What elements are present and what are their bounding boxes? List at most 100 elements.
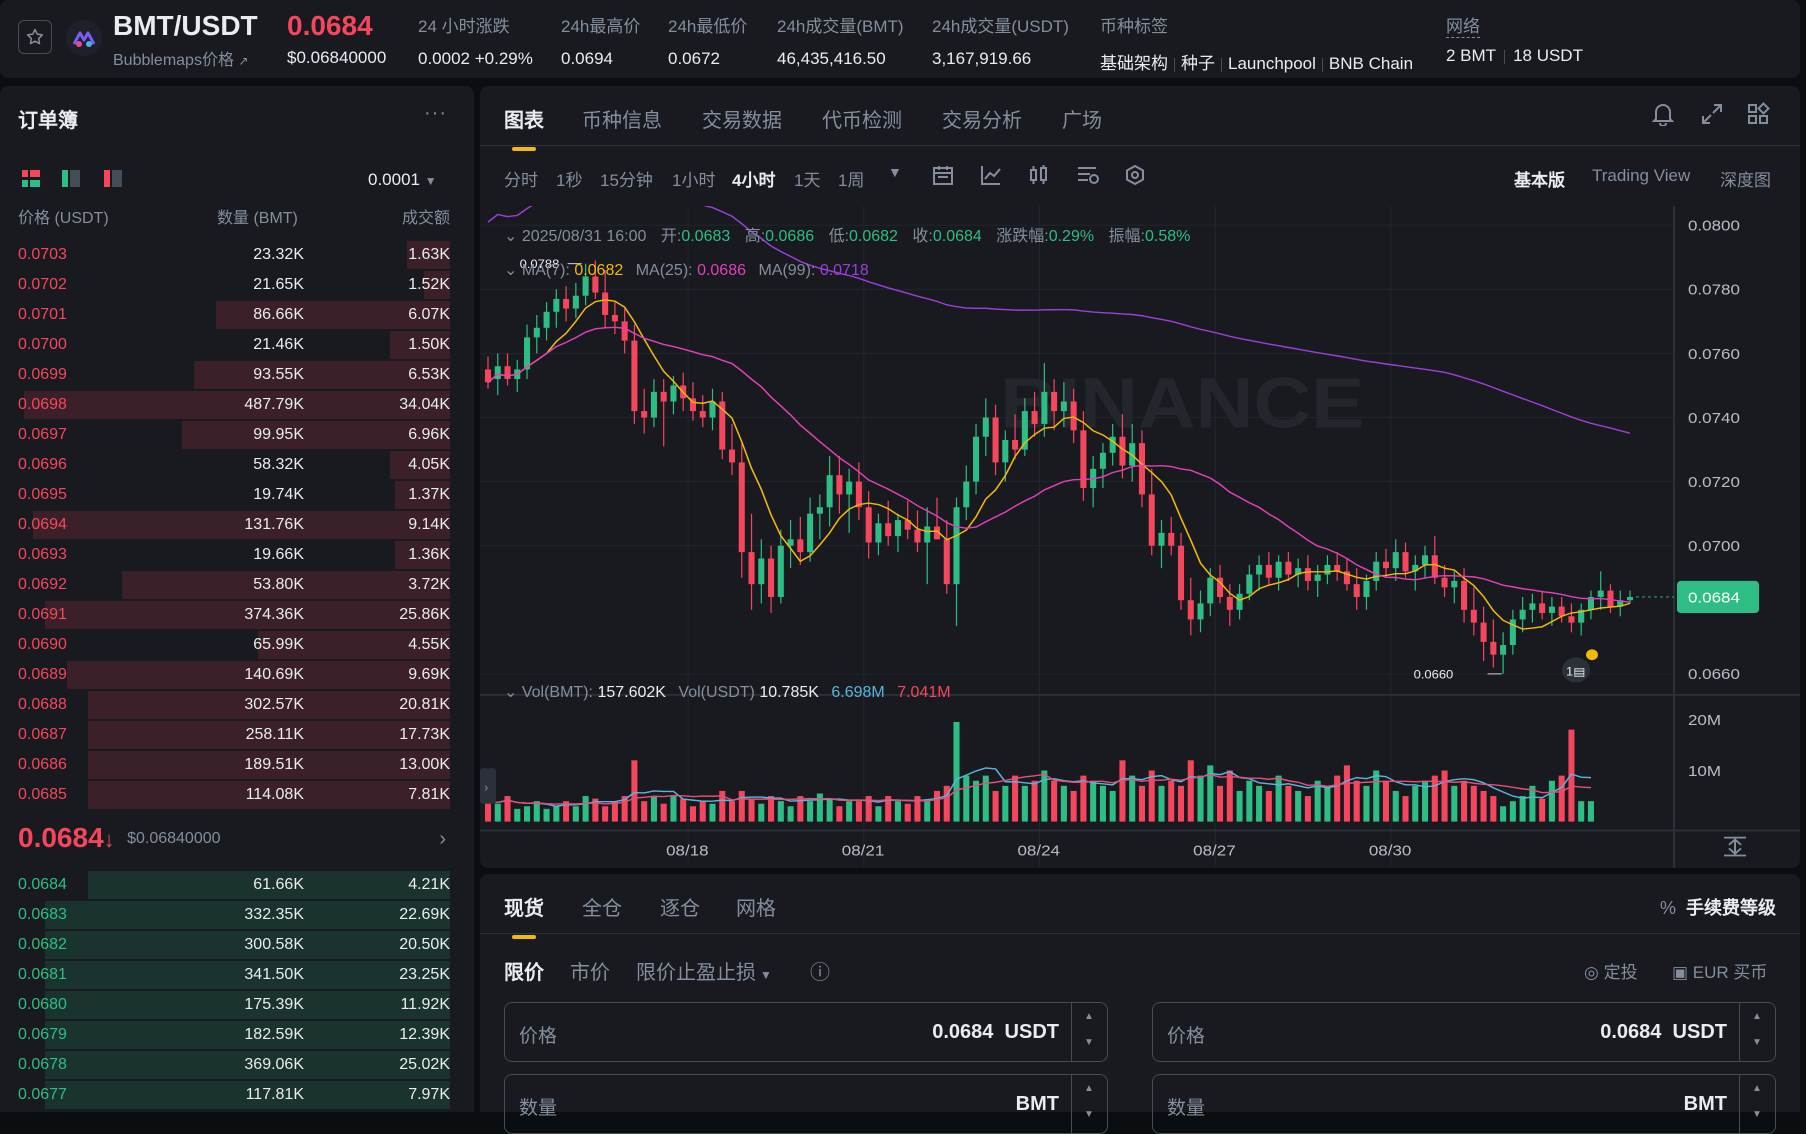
network[interactable]: 网络 2 BMT 18 USDT [1446,12,1583,66]
sell-quantity-input[interactable]: 数量 BMT ▲ ▼ [1152,1074,1776,1134]
view-1[interactable]: Trading View [1592,166,1691,185]
orderbook-row[interactable]: 0.0679 182.59K 12.39K [0,1020,474,1050]
buy-price-stepper[interactable]: ▲ ▼ [1071,1003,1107,1061]
orderbook-row[interactable]: 0.0702 21.65K 1.52K [0,270,474,300]
more-icon[interactable]: ··· [424,102,447,124]
sell-quantity-stepper[interactable]: ▲ ▼ [1739,1075,1775,1133]
orderbook-row[interactable]: 0.0681 341.50K 23.25K [0,960,474,990]
chart-settings-icon[interactable] [1076,164,1100,192]
buy-crypto-button[interactable]: ▣ EUR 买币 [1672,958,1767,983]
orderbook-row[interactable]: 0.0677 117.81K 7.97K [0,1080,474,1110]
orderbook-row[interactable]: 0.0699 93.55K 6.53K [0,360,474,390]
orderbook-row[interactable]: 0.0692 53.80K 3.72K [0,570,474,600]
trade-tab-3[interactable]: 网格 [736,892,776,921]
reset-scale-icon[interactable] [1724,836,1746,857]
coin-tag[interactable]: 基础架构 [1100,54,1168,73]
trade-tab-2[interactable]: 逐仓 [660,892,700,921]
orderbook-row[interactable]: 0.0687 258.11K 17.73K [0,720,474,750]
stepper-down-icon[interactable]: ▼ [1084,1037,1094,1048]
order-type-1[interactable]: 市价 [570,956,610,985]
stepper-down-icon[interactable]: ▼ [1752,1037,1762,1048]
stepper-down-icon[interactable]: ▼ [1752,1109,1762,1120]
orderbook-row[interactable]: 0.0693 19.66K 1.36K [0,540,474,570]
interval-3[interactable]: 1小时 [672,171,716,190]
orderbook-row[interactable]: 0.0684 61.66K 4.21K [0,870,474,900]
view-2[interactable]: 深度图 [1720,171,1771,190]
order-type-0[interactable]: 限价 [504,956,544,985]
coin-tag[interactable]: 种子 [1181,54,1215,73]
chart-tab-4[interactable]: 交易分析 [942,104,1022,133]
order-type-2[interactable]: 限价止盈止损 ▼ [636,956,772,985]
interval-more-chevron-icon[interactable]: ▼ [888,164,902,180]
dca-button[interactable]: ◎ 定投 [1584,958,1638,983]
chart-tab-0[interactable]: 图表 [504,104,544,151]
chart-tab-2[interactable]: 交易数据 [702,104,782,133]
scroll-left-chevron-icon[interactable]: › [484,781,488,794]
orderbook-row[interactable]: 0.0689 140.69K 9.69K [0,660,474,690]
orderbook-row[interactable]: 0.0678 369.06K 25.02K [0,1050,474,1080]
stepper-up-icon[interactable]: ▲ [1752,1083,1762,1094]
book-mode-bids-icon[interactable] [62,170,80,188]
coin-tag[interactable]: BNB Chain [1328,54,1414,73]
orderbook-row[interactable]: 0.0686 189.51K 13.00K [0,750,474,780]
candle-type-icon[interactable] [1028,164,1050,192]
orderbook-row[interactable]: 0.0691 374.36K 25.86K [0,600,474,630]
layout-grid-icon[interactable] [1746,102,1770,132]
orderbook-row[interactable]: 0.0694 131.76K 9.14K [0,510,474,540]
orderbook-row[interactable]: 0.0688 302.57K 20.81K [0,690,474,720]
chart-tab-3[interactable]: 代币检测 [822,104,902,133]
orderbook-row[interactable]: 0.0701 86.66K 6.07K [0,300,474,330]
indicator-line-icon[interactable] [980,164,1002,192]
favorite-star-icon[interactable] [18,20,52,54]
collapse-chevron-icon[interactable]: ⌄ [504,228,518,245]
fee-level-button[interactable]: % 手续费等级 [1660,894,1776,920]
buy-quantity-stepper[interactable]: ▲ ▼ [1071,1075,1107,1133]
orderbook-row[interactable]: 0.0690 65.99K 4.55K [0,630,474,660]
stepper-up-icon[interactable]: ▲ [1752,1011,1762,1022]
book-mode-asks-icon[interactable] [104,170,122,188]
ma-collapse-chevron-icon[interactable]: ⌄ [504,262,518,279]
orderbook-row[interactable]: 0.0680 175.39K 11.92K [0,990,474,1020]
interval-0[interactable]: 分时 [504,171,538,190]
orderbook-row[interactable]: 0.0703 23.32K 1.63K [0,240,474,270]
info-circle-icon[interactable]: ⓘ [810,962,830,984]
chart-tab-5[interactable]: 广场 [1062,104,1102,133]
symbol-title[interactable]: BMT/USDT [113,10,258,41]
vol-collapse-chevron-icon[interactable]: ⌄ [504,684,518,701]
candlestick-chart[interactable]: 0.0800 0.0780 0.0760 0.0740 0.0720 0.0700 0.06… [480,206,1800,868]
bell-icon[interactable] [1651,102,1675,132]
stepper-down-icon[interactable]: ▼ [1084,1109,1094,1120]
buy-price-input[interactable]: 价格 0.0684 USDT ▲ ▼ [504,1002,1108,1062]
fullscreen-icon[interactable] [1700,102,1724,132]
interval-6[interactable]: 1周 [838,171,865,190]
interval-2[interactable]: 15分钟 [600,171,653,190]
orderbook-row[interactable]: 0.0683 332.35K 22.69K [0,900,474,930]
sell-price-stepper[interactable]: ▲ ▼ [1739,1003,1775,1061]
orderbook-row[interactable]: 0.0698 487.79K 34.04K [0,390,474,420]
orderbook-row[interactable]: 0.0682 300.58K 20.50K [0,930,474,960]
stepper-up-icon[interactable]: ▲ [1084,1083,1094,1094]
orderbook-row[interactable]: 0.0685 114.08K 7.81K [0,780,474,810]
trade-tab-0[interactable]: 现货 [504,892,544,939]
event-badge-icon[interactable] [1562,657,1590,683]
interval-4[interactable]: 4小时 [732,171,776,190]
orderbook-row[interactable]: 0.0695 19.74K 1.37K [0,480,474,510]
buy-quantity-input[interactable]: 数量 BMT ▲ ▼ [504,1074,1108,1134]
scroll-left-handle[interactable] [480,768,496,804]
orderbook-row[interactable]: 0.0697 99.95K 6.96K [0,420,474,450]
coin-name-link[interactable]: Bubblemaps价格 ↗ [113,46,248,70]
sell-price-input[interactable]: 价格 0.0684 USDT ▲ ▼ [1152,1002,1776,1062]
orderbook-row[interactable]: 0.0696 58.32K 4.05K [0,450,474,480]
chevron-right-icon[interactable]: › [439,828,446,850]
precision-select[interactable]: 0.0001 ▼ [368,170,437,190]
mid-price-row[interactable]: 0.0684↓ $0.06840000 › [18,822,458,862]
hexagon-settings-icon[interactable] [1124,164,1146,192]
orderbook-row[interactable]: 0.0700 21.46K 1.50K [0,330,474,360]
interval-5[interactable]: 1天 [794,171,821,190]
stepper-up-icon[interactable]: ▲ [1084,1011,1094,1022]
view-0[interactable]: 基本版 [1514,171,1565,190]
calendar-icon[interactable] [932,164,954,192]
chart-tab-1[interactable]: 币种信息 [582,104,662,133]
coin-tag[interactable]: Launchpool [1228,54,1316,73]
trade-tab-1[interactable]: 全仓 [582,892,622,921]
